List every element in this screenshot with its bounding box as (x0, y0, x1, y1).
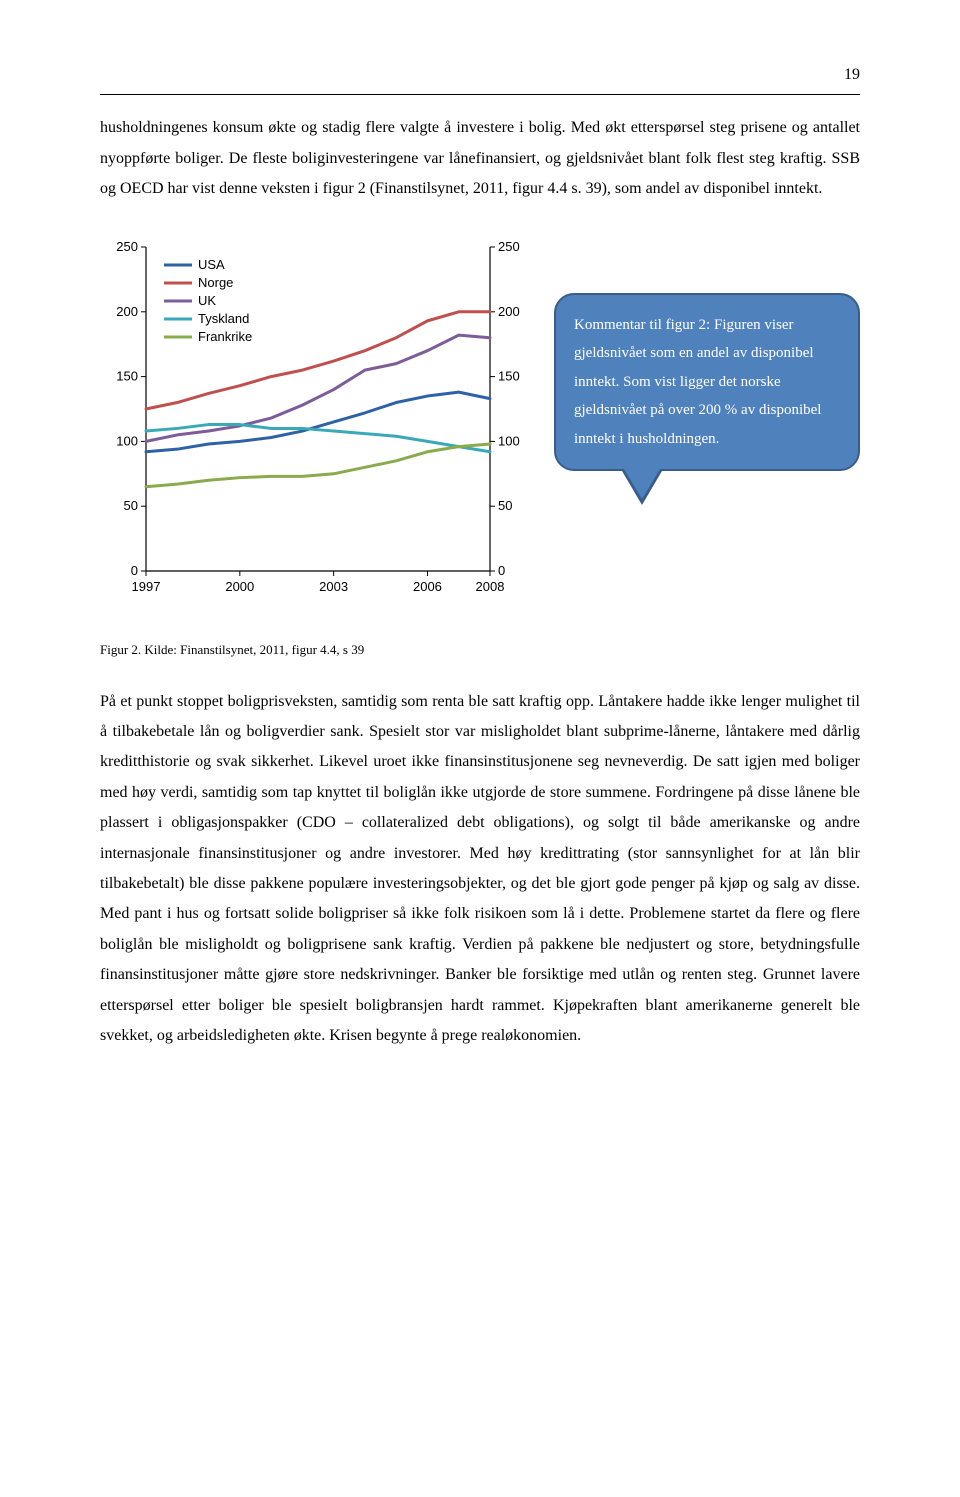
svg-text:150: 150 (116, 368, 138, 383)
callout-tail (554, 471, 860, 505)
svg-text:Norge: Norge (198, 275, 233, 290)
header-rule (100, 94, 860, 95)
svg-text:2006: 2006 (413, 579, 442, 594)
svg-text:Tyskland: Tyskland (198, 311, 249, 326)
svg-text:UK: UK (198, 293, 216, 308)
line-chart: 0 0 50 50 100 100 150 150 200 200 250 250 1997 2000 20… (100, 233, 530, 614)
svg-text:2008: 2008 (476, 579, 505, 594)
svg-text:1997: 1997 (132, 579, 161, 594)
page-number: 19 (100, 60, 860, 90)
svg-text:250: 250 (116, 239, 138, 254)
svg-text:200: 200 (116, 303, 138, 318)
svg-text:Frankrike: Frankrike (198, 329, 252, 344)
figure-caption: Figur 2. Kilde: Finanstilsynet, 2011, fi… (100, 638, 860, 663)
svg-text:USA: USA (198, 257, 225, 272)
svg-text:100: 100 (498, 433, 520, 448)
chart-svg: 0 0 50 50 100 100 150 150 200 200 250 250 1997 2000 20… (100, 233, 530, 603)
svg-text:0: 0 (131, 563, 138, 578)
figure-row: 0 0 50 50 100 100 150 150 200 200 250 250 1997 2000 20… (100, 233, 860, 614)
callout-bubble: Kommentar til figur 2: Figuren viser gje… (554, 293, 860, 472)
svg-text:150: 150 (498, 368, 520, 383)
svg-text:100: 100 (116, 433, 138, 448)
svg-text:50: 50 (498, 498, 512, 513)
svg-text:0: 0 (498, 563, 505, 578)
svg-text:50: 50 (124, 498, 138, 513)
paragraph-top: husholdningenes konsum økte og stadig fl… (100, 113, 860, 204)
svg-text:200: 200 (498, 303, 520, 318)
paragraph-bottom: På et punkt stoppet boligprisveksten, sa… (100, 687, 860, 1052)
svg-text:2000: 2000 (225, 579, 254, 594)
svg-text:2003: 2003 (319, 579, 348, 594)
svg-text:250: 250 (498, 239, 520, 254)
callout: Kommentar til figur 2: Figuren viser gje… (554, 293, 860, 506)
